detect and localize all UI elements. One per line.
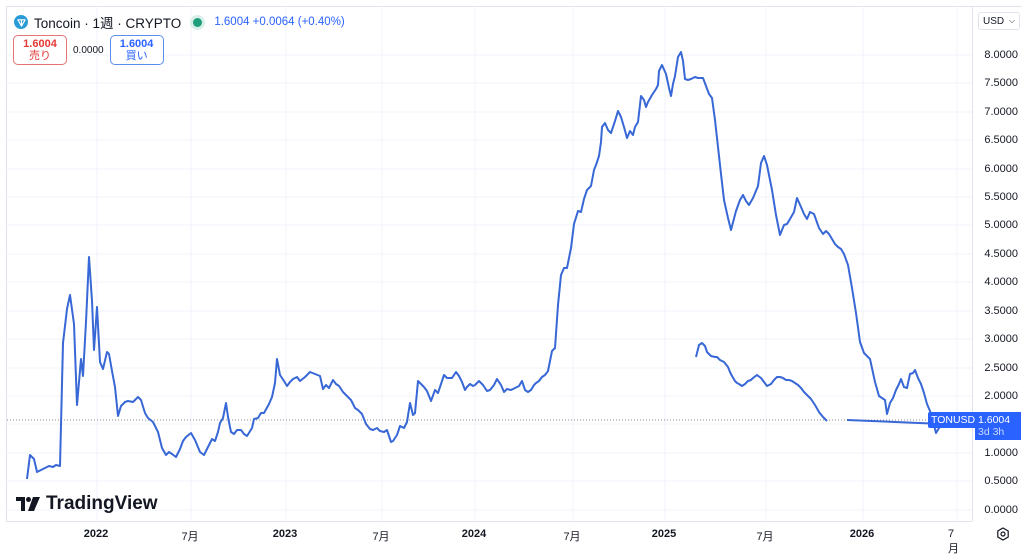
chart-legend: Toncoin · 1週 · CRYPTO 1.6004 +0.0064 (+0… <box>14 12 345 32</box>
spread-value: 0.0000 <box>73 44 104 56</box>
trade-panel: 1.6004 売り 0.0000 1.6004 買い <box>13 35 164 65</box>
price-label: 4.0000 <box>984 276 1018 288</box>
time-axis[interactable]: 2022 7月 2023 7月 2024 7月 2025 7月 2026 7月 <box>6 521 972 555</box>
price-series-line <box>26 51 944 480</box>
time-label: 2025 <box>651 528 677 540</box>
price-label: 4.5000 <box>984 248 1018 260</box>
last-price-tag: 1.6004 3d 3h <box>975 412 1021 440</box>
time-label: 2022 <box>83 528 109 540</box>
price-label: 5.0000 <box>984 219 1018 231</box>
time-label: 7月 <box>563 531 581 543</box>
sell-label: 売り <box>29 50 51 62</box>
tradingview-logo-icon <box>16 497 40 511</box>
quote-line: 1.6004 +0.0064 (+0.40%) <box>214 16 345 28</box>
buy-price: 1.6004 <box>119 38 154 50</box>
price-label: 6.0000 <box>984 163 1018 175</box>
buy-label: 買い <box>125 50 148 62</box>
price-label: 0.0000 <box>984 504 1018 516</box>
price-label: 7.5000 <box>984 77 1018 89</box>
price-label: 2.0000 <box>984 390 1018 402</box>
last-price-value: 1.6004 <box>978 414 1011 426</box>
time-label: 7月 <box>948 528 959 555</box>
time-label: 2023 <box>272 528 298 540</box>
price-label: 1.0000 <box>984 447 1018 459</box>
price-label: 3.5000 <box>984 305 1018 317</box>
price-axis[interactable]: 8.0000 7.5000 7.0000 6.5000 6.0000 5.500… <box>972 6 1024 521</box>
price-label: 6.5000 <box>984 134 1018 146</box>
chevron-down-icon: ⌵ <box>1008 16 1015 25</box>
price-label: 3.0000 <box>984 333 1018 345</box>
logo-text: TradingView <box>46 493 158 514</box>
buy-button[interactable]: 1.6004 買い <box>109 35 164 65</box>
symbol-title[interactable]: Toncoin · 1週 · CRYPTO <box>34 16 182 31</box>
price-label: 0.5000 <box>984 475 1018 487</box>
tradingview-logo[interactable]: TradingView <box>16 493 158 515</box>
market-status-icon <box>193 17 203 27</box>
bar-countdown: 3d 3h <box>978 426 1005 438</box>
time-label: 2024 <box>461 528 487 540</box>
sell-button[interactable]: 1.6004 売り <box>13 35 67 65</box>
price-label: 2.5000 <box>984 362 1018 374</box>
chart-pane[interactable] <box>6 6 973 521</box>
time-label: 7月 <box>756 531 774 543</box>
currency-value: USD <box>983 15 1005 27</box>
time-label: 2026 <box>849 528 875 540</box>
currency-select[interactable]: USD ⌵ <box>978 12 1020 30</box>
symbol-price-tag: TONUSD <box>928 412 979 428</box>
time-label: 7月 <box>372 531 390 543</box>
settings-icon[interactable] <box>996 527 1010 541</box>
toncoin-logo-icon <box>14 15 28 29</box>
sell-price: 1.6004 <box>23 38 57 50</box>
price-label: 7.0000 <box>984 106 1018 118</box>
grid <box>7 6 973 521</box>
time-label: 7月 <box>181 531 199 543</box>
price-line-chart <box>7 6 973 521</box>
price-label: 5.5000 <box>984 191 1018 203</box>
price-label: 8.0000 <box>984 49 1018 61</box>
chart-frame <box>6 6 1022 547</box>
